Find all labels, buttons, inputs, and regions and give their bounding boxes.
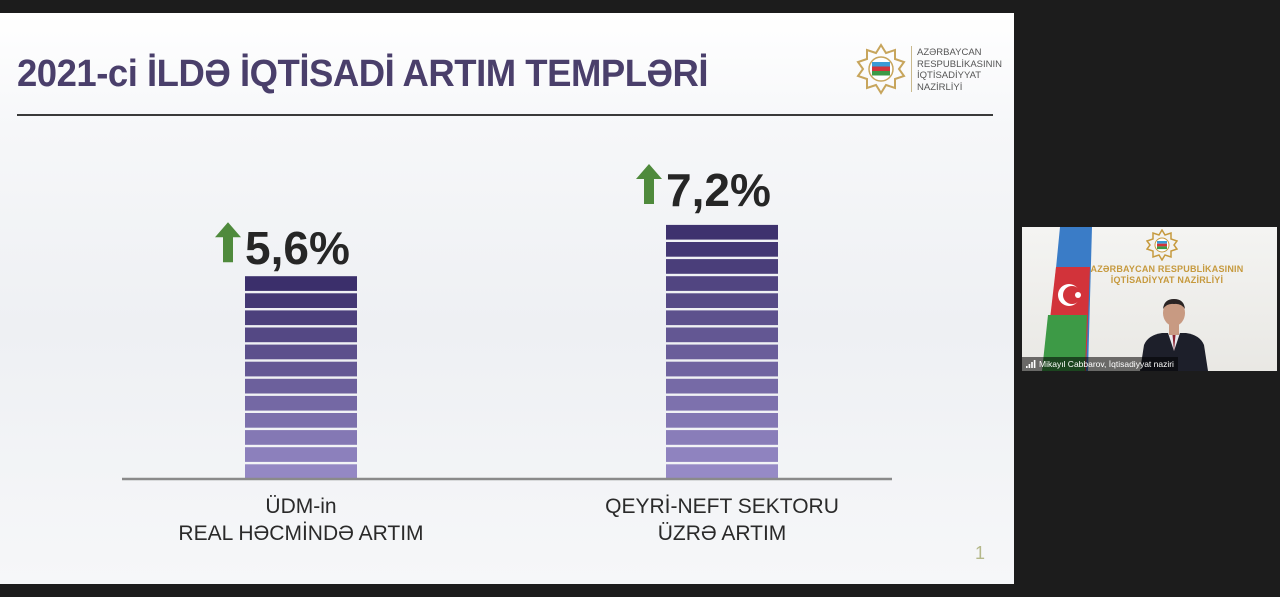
- bar-segment: [245, 464, 357, 479]
- bar-segment: [245, 379, 357, 394]
- bar-segment: [245, 310, 357, 325]
- bar-segment: [666, 225, 778, 240]
- wall-emblem-icon: [1146, 229, 1178, 261]
- bar-segment: [245, 293, 357, 308]
- data-label: 5,6%: [245, 222, 350, 274]
- bar-segment: [666, 259, 778, 274]
- bar-segment: [666, 242, 778, 257]
- bar-segment: [666, 345, 778, 360]
- azerbaijan-flag: [1040, 227, 1092, 371]
- bar-segment: [666, 447, 778, 462]
- bar-segment: [245, 447, 357, 462]
- category-label: REAL HƏCMİNDƏ ARTIM: [178, 522, 423, 545]
- category-label: ÜDM-in: [265, 495, 336, 518]
- page-number: 1: [975, 543, 985, 564]
- bar-segment: [245, 328, 357, 343]
- bar-segment: [245, 430, 357, 445]
- presentation-slide: 2021-ci İLDƏ İQTİSADİ ARTIM TEMPLƏRİ AZƏ…: [0, 13, 1014, 584]
- up-arrow-icon: [215, 222, 241, 262]
- wall-text: AZƏRBAYCAN RESPUBLİKASININ İQTİSADİYYAT …: [1082, 264, 1252, 286]
- bar-segment: [245, 413, 357, 428]
- signal-strength-icon: [1026, 360, 1036, 368]
- bar-segment: [666, 430, 778, 445]
- bar-2: [666, 225, 778, 479]
- bar-segment: [666, 293, 778, 308]
- video-participant-tile[interactable]: AZƏRBAYCAN RESPUBLİKASININ İQTİSADİYYAT …: [1022, 227, 1277, 371]
- participant-name-label: Mikayıl Cabbarov, İqtisadiyyat naziri: [1022, 357, 1178, 371]
- participant-name: Mikayıl Cabbarov, İqtisadiyyat naziri: [1039, 359, 1174, 369]
- bar-1: [245, 276, 357, 479]
- bar-segment: [245, 345, 357, 360]
- bar-segment: [245, 276, 357, 291]
- category-label: ÜZRƏ ARTIM: [658, 522, 787, 545]
- wall-text-line: AZƏRBAYCAN RESPUBLİKASININ: [1082, 264, 1252, 275]
- bar-segment: [666, 276, 778, 291]
- bar-segment: [666, 413, 778, 428]
- bar-segment: [666, 362, 778, 377]
- bar-segment: [245, 362, 357, 377]
- category-label: QEYRİ-NEFT SEKTORU: [605, 495, 839, 518]
- bar-segment: [666, 379, 778, 394]
- data-label: 7,2%: [666, 164, 771, 216]
- bar-segment: [245, 396, 357, 411]
- bar-segment: [666, 310, 778, 325]
- growth-bar-chart: 5,6% ÜDM-in REAL HƏCMİNDƏ ARTIM 7,2% QEYRİ-N…: [0, 13, 1014, 584]
- wall-text-line: İQTİSADİYYAT NAZİRLİYİ: [1082, 275, 1252, 286]
- up-arrow-icon: [636, 164, 662, 204]
- bar-segment: [666, 396, 778, 411]
- bar-segment: [666, 464, 778, 479]
- bar-segment: [666, 328, 778, 343]
